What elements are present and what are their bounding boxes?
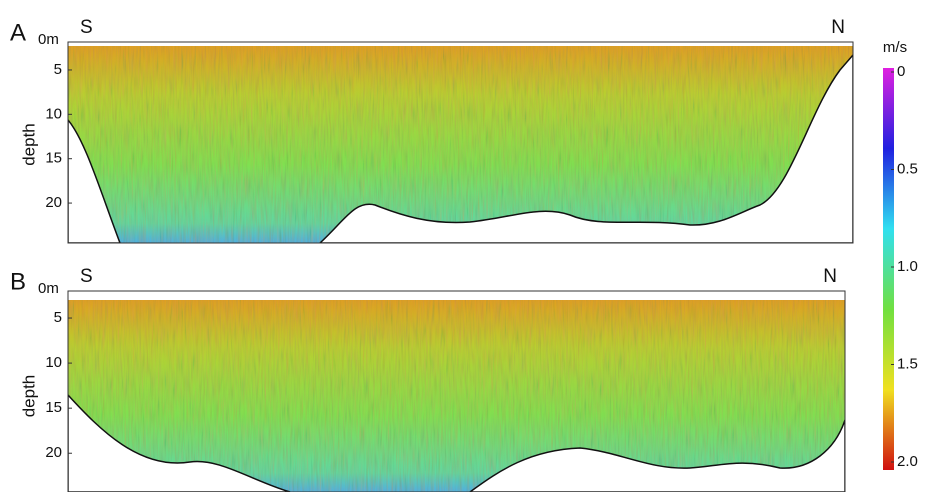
right-label: N — [823, 266, 837, 287]
panel-b-field — [68, 300, 845, 492]
y-tick-label: 10 — [45, 354, 62, 371]
y-tick-label: 20 — [45, 194, 62, 211]
panel-a-field — [68, 46, 853, 243]
right-label: N — [831, 17, 845, 38]
y-tick-label: 15 — [45, 150, 62, 167]
left-label: S — [80, 266, 93, 287]
y-tick-label: 5 — [54, 309, 62, 326]
y-tick-label: 20 — [45, 444, 62, 461]
colorbar-tick-label: 2.0 — [897, 453, 918, 470]
panel-label: B — [10, 268, 26, 295]
top-label: 0m — [38, 280, 59, 297]
panel-label: A — [10, 19, 26, 46]
top-label: 0m — [38, 31, 59, 48]
figure: A 0m S Ndepth 5 10 15 20 B 0m S Ndepth 5 10 15 20 m/s 0 0.… — [0, 0, 929, 492]
y-tick-label: 15 — [45, 399, 62, 416]
y-tick-label: 5 — [54, 61, 62, 78]
colorbar — [883, 68, 894, 470]
colorbar-tick-label: 0 — [897, 63, 905, 80]
colorbar-tick-label: 1.5 — [897, 355, 918, 372]
colorbar-tick-label: 0.5 — [897, 160, 918, 177]
y-axis-label: depth — [19, 123, 38, 166]
left-label: S — [80, 17, 93, 38]
colorbar-tick-label: 1.0 — [897, 258, 918, 275]
y-axis-label: depth — [19, 375, 38, 418]
colorbar-unit: m/s — [883, 39, 907, 56]
y-tick-label: 10 — [45, 105, 62, 122]
